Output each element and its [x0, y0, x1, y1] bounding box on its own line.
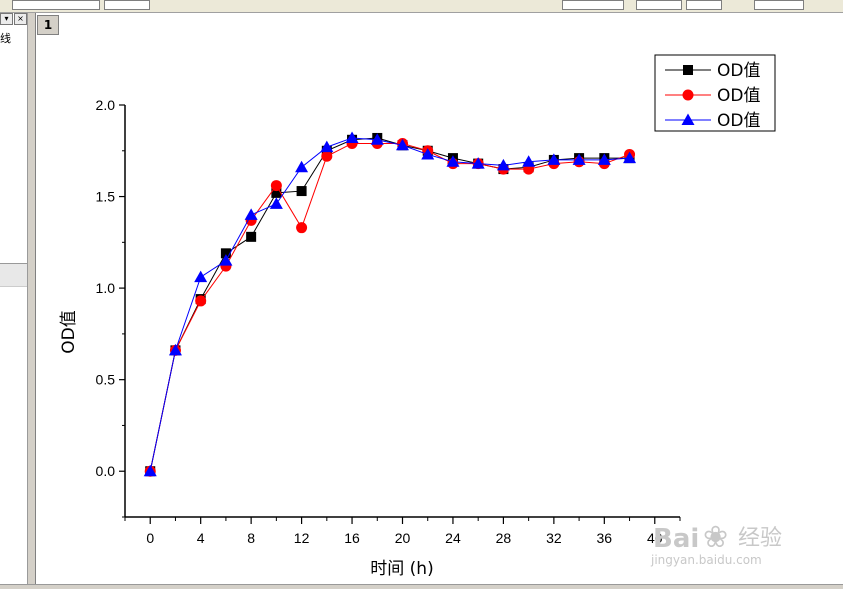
legend-marker	[683, 65, 693, 75]
data-point	[246, 231, 257, 242]
x-tick-label: 8	[247, 530, 255, 546]
legend-label: OD值	[717, 86, 760, 106]
watermark-paw-icon: ❀	[703, 520, 728, 555]
x-tick-label: 0	[146, 530, 154, 546]
series-layer	[143, 131, 637, 477]
data-point	[219, 254, 233, 266]
x-tick-label: 36	[597, 530, 613, 546]
legend-label: OD值	[717, 61, 760, 81]
data-point	[269, 197, 283, 209]
y-tick-label: 2.0	[96, 97, 116, 113]
y-tick-label: 1.0	[96, 280, 116, 296]
legend-label: OD值	[717, 111, 760, 131]
data-point	[195, 295, 207, 307]
style-select[interactable]	[686, 0, 722, 10]
series-line	[149, 137, 630, 472]
data-point	[271, 187, 282, 198]
data-point	[270, 180, 282, 192]
data-point	[345, 131, 359, 143]
project-panel: ▾ × 线	[0, 13, 28, 588]
layer-tab[interactable]: 1	[37, 15, 59, 35]
data-point	[446, 155, 460, 167]
x-tick-label: 40	[647, 530, 663, 546]
series-square	[145, 132, 635, 477]
x-tick-label: 28	[496, 530, 512, 546]
data-point	[143, 464, 157, 477]
panel-divider[interactable]	[0, 263, 27, 287]
watermark: Bai ❀ 经验 jingyan.baidu.com	[650, 520, 782, 567]
close-icon[interactable]: ×	[14, 13, 27, 25]
x-tick-label: 4	[197, 530, 205, 546]
y-tick-label: 1.5	[96, 189, 116, 205]
data-point	[244, 208, 258, 220]
data-point	[572, 153, 586, 165]
series-line	[149, 142, 630, 472]
x-tick-label: 20	[395, 530, 411, 546]
legend-box	[654, 54, 776, 132]
size-select[interactable]	[104, 0, 150, 10]
x-tick-label: 16	[344, 530, 360, 546]
dropdown-icon[interactable]: ▾	[0, 13, 13, 25]
watermark-brand: Bai	[653, 524, 699, 554]
legend-entry[interactable]: OD值	[665, 86, 760, 106]
legend-marker	[682, 89, 694, 101]
data-point	[496, 158, 510, 171]
data-point	[396, 138, 409, 151]
data-point	[623, 151, 637, 164]
watermark-url: jingyan.baidu.com	[650, 553, 762, 567]
legend[interactable]: OD值 OD值 OD值	[654, 54, 776, 132]
data-point	[370, 133, 384, 145]
series-line	[149, 137, 630, 472]
x-axis-title: 时间 (h)	[370, 559, 433, 579]
status-bar	[0, 584, 843, 589]
data-point	[522, 155, 536, 167]
data-point	[296, 186, 307, 197]
x-tick-label: 12	[294, 530, 310, 546]
data-point	[194, 270, 208, 283]
data-point	[168, 343, 182, 356]
legend-entry[interactable]: OD值	[665, 111, 760, 131]
x-tick-label: 24	[445, 530, 461, 546]
legend-marker	[681, 113, 695, 125]
x-tick-label: 32	[546, 530, 562, 546]
data-point	[471, 157, 485, 169]
data-point	[547, 153, 561, 165]
pattern-select[interactable]	[754, 0, 804, 10]
y-tick-label: 0.5	[96, 372, 116, 388]
panel-buttons: ▾ ×	[0, 13, 27, 25]
series-circle	[144, 137, 636, 477]
data-point	[597, 153, 611, 165]
data-point	[320, 140, 334, 153]
data-point	[296, 222, 308, 234]
panel-label: 线	[0, 32, 11, 45]
font-select[interactable]	[12, 0, 100, 10]
axes: 0.0 0.5 1.0 1.5 2.0 0 4 8 12 16 20 24 28 32 36 40	[96, 97, 681, 546]
y-tick-label: 0.0	[96, 463, 116, 479]
data-point	[421, 147, 435, 160]
color-select[interactable]	[562, 0, 624, 10]
data-point	[220, 248, 231, 259]
series-triangle	[143, 131, 637, 477]
legend-entry[interactable]: OD值	[665, 61, 760, 81]
watermark-brand2: 经验	[738, 526, 782, 551]
data-point	[295, 160, 309, 173]
y-axis-title: OD值	[59, 310, 79, 353]
toolbar	[0, 0, 843, 13]
data-point	[321, 150, 333, 162]
width-select[interactable]	[636, 0, 682, 10]
